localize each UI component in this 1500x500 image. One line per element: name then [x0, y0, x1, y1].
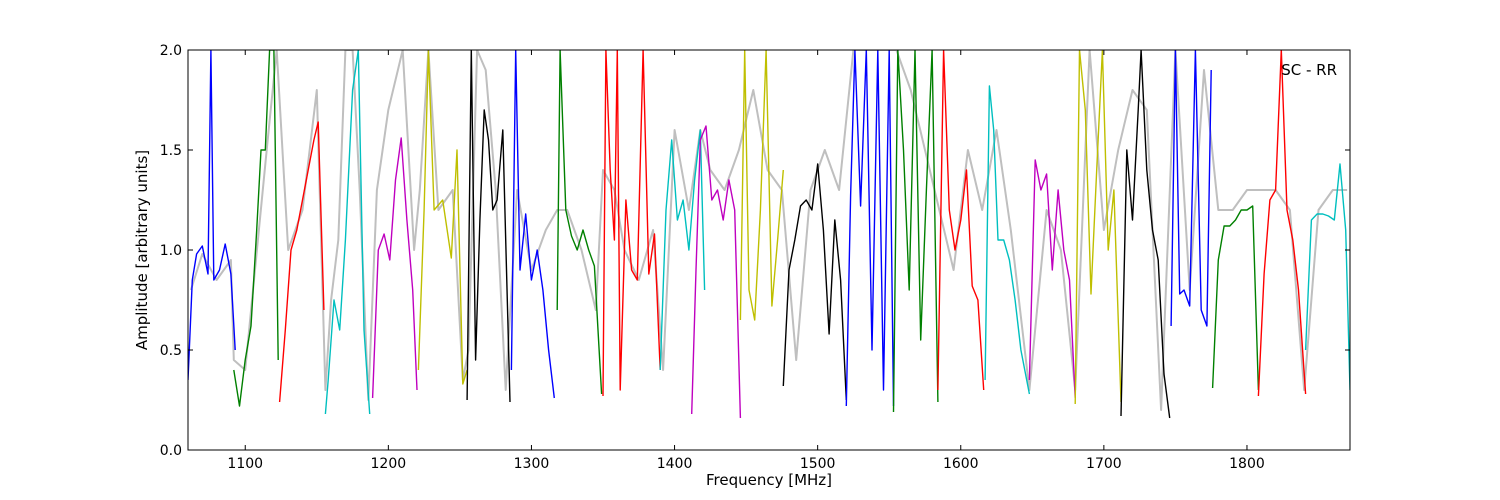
- series-line-18: [984, 85, 1031, 395]
- series-line-13: [739, 50, 784, 321]
- y-axis-label: Amplitude [arbitrary units]: [133, 150, 151, 350]
- series-line-6: [417, 50, 468, 385]
- series-line-2: [233, 50, 279, 407]
- x-tick-label: 1300: [514, 456, 550, 472]
- series-line-16: [892, 50, 939, 413]
- y-tick-label: 1.0: [160, 243, 182, 259]
- series-line-15: [845, 50, 895, 407]
- x-tick-label: 1100: [227, 456, 263, 472]
- series-line-5: [371, 137, 418, 399]
- x-tick-label: 1500: [800, 456, 836, 472]
- series-line-17: [937, 50, 985, 391]
- x-tick-label: 1800: [1229, 456, 1265, 472]
- background-series-line: [189, 50, 1348, 411]
- series-line-11: [659, 129, 706, 371]
- x-tick-label: 1200: [371, 456, 407, 472]
- series-line-25: [1304, 163, 1350, 391]
- series-line-12: [691, 125, 742, 419]
- series-line-23: [1211, 205, 1260, 391]
- series-line-10: [602, 50, 661, 397]
- series-line-4: [324, 50, 371, 415]
- x-axis: 1100 1200 1300 1400 1500 1600 1700 1800: [227, 50, 1265, 472]
- y-tick-label: 0.5: [160, 343, 182, 359]
- series-line-22: [1170, 50, 1212, 327]
- series-line-9: [556, 50, 603, 395]
- x-tick-label: 1700: [1086, 456, 1122, 472]
- chart-annotation: SC - RR: [1281, 61, 1337, 79]
- series-line-8: [510, 50, 555, 399]
- series-line-14: [782, 163, 847, 401]
- y-axis: 0.0 0.5 1.0 1.5 2.0: [160, 43, 1350, 459]
- series-line-20: [1074, 50, 1122, 405]
- series-line-1: [188, 50, 236, 381]
- y-tick-label: 1.5: [160, 143, 182, 159]
- x-axis-label: Frequency [MHz]: [706, 471, 832, 489]
- plot-area: [188, 50, 1350, 419]
- series-line-3: [278, 121, 325, 403]
- y-tick-label: 0.0: [160, 443, 182, 459]
- x-tick-label: 1400: [657, 456, 693, 472]
- series-line-19: [1028, 159, 1076, 399]
- x-tick-label: 1600: [943, 456, 979, 472]
- series-line-24: [1257, 50, 1307, 397]
- series-line-7: [466, 50, 511, 403]
- series-line-21: [1120, 50, 1171, 419]
- y-tick-label: 2.0: [160, 43, 182, 59]
